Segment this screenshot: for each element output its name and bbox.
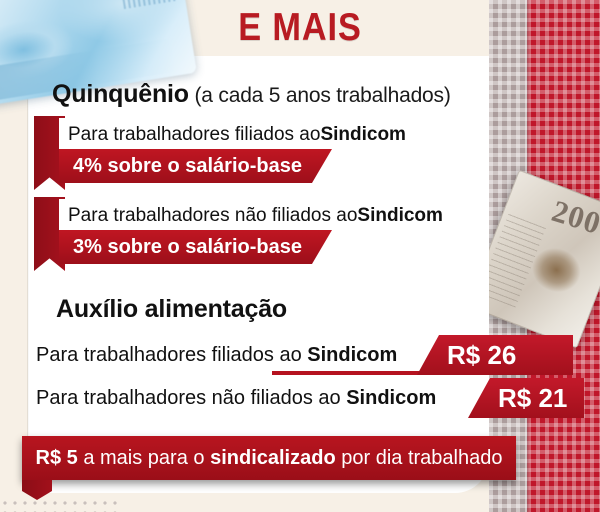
footer-bar-fold-tab [22, 480, 52, 500]
poster-headline: E MAIS [238, 6, 362, 49]
ribbon-value-text: 4% sobre o salário-base [73, 155, 302, 177]
benefit-row-auxilio-filiados: Para trabalhadores filiados ao Sindicom … [34, 335, 600, 375]
benefit-value-text: R$ 21 [498, 383, 568, 413]
dot-accent-bottom-left [0, 498, 120, 512]
ribbon-value-banner: 4% sobre o salário-base [59, 149, 332, 183]
benefit-value-text: R$ 26 [447, 340, 517, 370]
section-heading-quinquenio-bold: Quinquênio [52, 80, 189, 108]
benefit-label-emphasis: Sindicom [307, 344, 398, 366]
benefit-label: Para trabalhadores não filiados ao Sindi… [34, 388, 436, 408]
footer-highlight-bar: R$ 5 a mais para o sindicalizado por dia… [22, 436, 516, 480]
ribbon-value-banner: 3% sobre o salário-base [59, 230, 332, 264]
benefit-row-auxilio-nao-filiados: Para trabalhadores não filiados ao Sindi… [34, 378, 600, 418]
footer-tail-text: por dia trabalhado [335, 447, 503, 469]
benefit-label-emphasis: Sindicom [346, 387, 437, 409]
footer-middle-text: a mais para o [77, 447, 211, 469]
benefit-label: Para trabalhadores filiados ao Sindicom [34, 345, 397, 365]
ribbon-label-text: Para trabalhadores não filiados ao [68, 204, 358, 226]
benefit-underline [272, 371, 452, 375]
ribbon-label: Para trabalhadores filiados ao Sindicom [59, 118, 412, 150]
ribbon-label: Para trabalhadores não filiados ao Sindi… [59, 199, 449, 231]
section-heading-auxilio: Auxílio alimentação [56, 297, 287, 322]
section-heading-quinquenio: Quinquênio (a cada 5 anos trabalhados) [52, 82, 451, 107]
benefit-value-banner: R$ 26 [417, 335, 573, 375]
ribbon-label-emphasis: Sindicom [320, 123, 406, 145]
benefit-value-banner: R$ 21 [468, 378, 584, 418]
section-heading-quinquenio-light: (a cada 5 anos trabalhados) [188, 84, 451, 107]
footer-highlight-word: sindicalizado [210, 447, 336, 469]
footer-text: R$ 5 a mais para o sindicalizado por dia… [36, 448, 503, 468]
section-heading-auxilio-bold: Auxílio alimentação [56, 295, 287, 323]
ribbon-label-emphasis: Sindicom [357, 204, 443, 226]
ribbon-label-text: Para trabalhadores filiados ao [68, 123, 321, 145]
benefit-label-text: Para trabalhadores filiados ao [36, 344, 308, 366]
ribbon-value-text: 3% sobre o salário-base [73, 236, 302, 258]
footer-amount: R$ 5 [35, 447, 78, 469]
benefit-label-text: Para trabalhadores não filiados ao [36, 387, 347, 409]
